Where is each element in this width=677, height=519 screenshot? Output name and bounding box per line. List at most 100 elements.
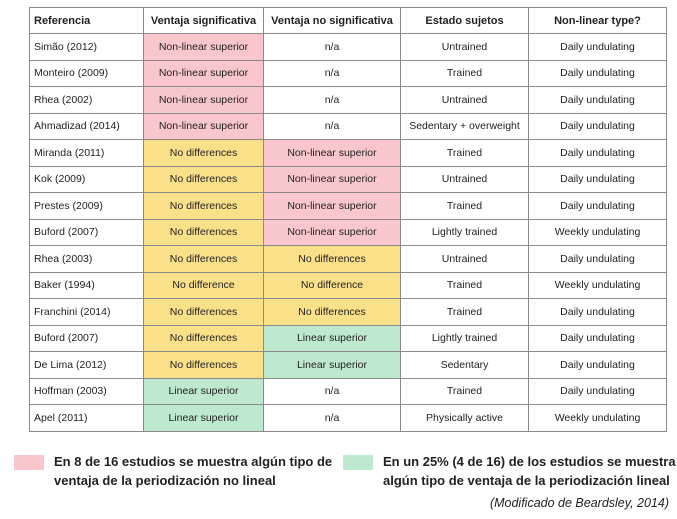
- cell-referencia: Hoffman (2003): [29, 377, 144, 405]
- cell-referencia: Rhea (2003): [29, 245, 144, 273]
- cell-ventaja-significativa: Non-linear superior: [143, 86, 264, 114]
- cell-referencia: Monteiro (2009): [29, 59, 144, 87]
- cell-non-linear-type: Daily undulating: [528, 298, 667, 326]
- cell-referencia: Baker (1994): [29, 271, 144, 299]
- cell-ventaja-no-significativa: Linear superior: [263, 324, 401, 352]
- cell-non-linear-type: Weekly undulating: [528, 218, 667, 246]
- cell-referencia: De Lima (2012): [29, 351, 144, 379]
- header-referencia: Referencia: [29, 7, 144, 34]
- cell-estado-sujetos: Trained: [400, 192, 529, 220]
- cell-ventaja-significativa: Linear superior: [143, 404, 264, 432]
- table-row: Simão (2012) Non-linear superior n/a Untrai…: [29, 33, 667, 61]
- cell-referencia: Buford (2007): [29, 218, 144, 246]
- cell-ventaja-no-significativa: Linear superior: [263, 351, 401, 379]
- cell-ventaja-significativa: No differences: [143, 165, 264, 193]
- table-row: Prestes (2009) No differences Non-linear s…: [29, 192, 667, 220]
- cell-estado-sujetos: Untrained: [400, 86, 529, 114]
- cell-ventaja-significativa: No differences: [143, 245, 264, 273]
- table-row: Rhea (2003) No differences No differences U…: [29, 245, 667, 273]
- header-ventaja-no-significativa: Ventaja no significativa: [263, 7, 401, 34]
- table-row: Franchini (2014) No differences No differe…: [29, 298, 667, 326]
- table-row: De Lima (2012) No differences Linear super…: [29, 351, 667, 379]
- cell-non-linear-type: Daily undulating: [528, 59, 667, 87]
- table-header-row: Referencia Ventaja significativa Ventaja…: [29, 7, 667, 34]
- legend-pink-swatch: [14, 455, 44, 470]
- table-row: Ahmadizad (2014) Non-linear superior n/a Se…: [29, 112, 667, 140]
- table-body: Simão (2012) Non-linear superior n/a Untrai…: [29, 33, 667, 432]
- cell-referencia: Ahmadizad (2014): [29, 112, 144, 140]
- cell-non-linear-type: Weekly undulating: [528, 271, 667, 299]
- cell-non-linear-type: Daily undulating: [528, 377, 667, 405]
- cell-referencia: Prestes (2009): [29, 192, 144, 220]
- cell-estado-sujetos: Trained: [400, 271, 529, 299]
- header-ventaja-significativa: Ventaja significativa: [143, 7, 264, 34]
- cell-estado-sujetos: Physically active: [400, 404, 529, 432]
- cell-ventaja-no-significativa: Non-linear superior: [263, 139, 401, 167]
- legend-pink-line-1: En 8 de 16 estudios se muestra algún tip…: [54, 454, 333, 469]
- cell-ventaja-no-significativa: n/a: [263, 59, 401, 87]
- cell-ventaja-no-significativa: No difference: [263, 271, 401, 299]
- header-non-linear-type: Non-linear type?: [528, 7, 667, 34]
- cell-referencia: Rhea (2002): [29, 86, 144, 114]
- cell-ventaja-no-significativa: No differences: [263, 298, 401, 326]
- table-row: Hoffman (2003) Linear superior n/a Trained D…: [29, 377, 667, 405]
- cell-ventaja-no-significativa: n/a: [263, 377, 401, 405]
- table-row: Baker (1994) No difference No difference Tr…: [29, 271, 667, 299]
- table-row: Kok (2009) No differences Non-linear super…: [29, 165, 667, 193]
- cell-non-linear-type: Daily undulating: [528, 139, 667, 167]
- cell-ventaja-no-significativa: n/a: [263, 33, 401, 61]
- table-row: Buford (2007) No differences Linear superi…: [29, 324, 667, 352]
- cell-non-linear-type: Daily undulating: [528, 165, 667, 193]
- cell-estado-sujetos: Untrained: [400, 33, 529, 61]
- cell-ventaja-significativa: No differences: [143, 192, 264, 220]
- cell-ventaja-significativa: No differences: [143, 324, 264, 352]
- table-row: Monteiro (2009) Non-linear superior n/a Tra…: [29, 59, 667, 87]
- cell-ventaja-significativa: Linear superior: [143, 377, 264, 405]
- cell-estado-sujetos: Sedentary: [400, 351, 529, 379]
- cell-estado-sujetos: Lightly trained: [400, 218, 529, 246]
- cell-ventaja-significativa: Non-linear superior: [143, 59, 264, 87]
- cell-ventaja-significativa: Non-linear superior: [143, 112, 264, 140]
- legend-green-line-2: algún tipo de ventaja de la periodizació…: [383, 473, 670, 488]
- legend-pink-line-2: ventaja de la periodización no lineal: [54, 473, 276, 488]
- cell-ventaja-no-significativa: Non-linear superior: [263, 165, 401, 193]
- cell-ventaja-significativa: No differences: [143, 298, 264, 326]
- cell-ventaja-significativa: No differences: [143, 139, 264, 167]
- cell-non-linear-type: Daily undulating: [528, 86, 667, 114]
- cell-ventaja-no-significativa: No differences: [263, 245, 401, 273]
- table-row: Miranda (2011) No differences Non-linear s…: [29, 139, 667, 167]
- cell-non-linear-type: Daily undulating: [528, 324, 667, 352]
- cell-estado-sujetos: Lightly trained: [400, 324, 529, 352]
- cell-ventaja-no-significativa: Non-linear superior: [263, 192, 401, 220]
- header-estado-sujetos: Estado sujetos: [400, 7, 529, 34]
- table-row: Rhea (2002) Non-linear superior n/a Untrain…: [29, 86, 667, 114]
- cell-referencia: Simão (2012): [29, 33, 144, 61]
- cell-ventaja-significativa: No difference: [143, 271, 264, 299]
- cell-estado-sujetos: Trained: [400, 59, 529, 87]
- cell-estado-sujetos: Untrained: [400, 245, 529, 273]
- cell-referencia: Miranda (2011): [29, 139, 144, 167]
- cell-ventaja-significativa: No differences: [143, 351, 264, 379]
- cell-non-linear-type: Daily undulating: [528, 245, 667, 273]
- cell-ventaja-significativa: Non-linear superior: [143, 33, 264, 61]
- source-note: (Modificado de Beardsley, 2014): [489, 496, 669, 510]
- cell-referencia: Buford (2007): [29, 324, 144, 352]
- cell-ventaja-no-significativa: n/a: [263, 86, 401, 114]
- legend-green-text: En un 25% (4 de 16) de los estudios se m…: [383, 452, 676, 490]
- cell-estado-sujetos: Untrained: [400, 165, 529, 193]
- legend-green-line-1: En un 25% (4 de 16) de los estudios se m…: [383, 454, 676, 469]
- cell-referencia: Apel (2011): [29, 404, 144, 432]
- cell-non-linear-type: Weekly undulating: [528, 404, 667, 432]
- cell-non-linear-type: Daily undulating: [528, 192, 667, 220]
- cell-ventaja-no-significativa: n/a: [263, 112, 401, 140]
- cell-estado-sujetos: Trained: [400, 377, 529, 405]
- cell-ventaja-significativa: No differences: [143, 218, 264, 246]
- legend-green-swatch: [343, 455, 373, 470]
- cell-non-linear-type: Daily undulating: [528, 112, 667, 140]
- table-row: Apel (2011) Linear superior n/a Physically …: [29, 404, 667, 432]
- cell-non-linear-type: Daily undulating: [528, 33, 667, 61]
- cell-referencia: Franchini (2014): [29, 298, 144, 326]
- cell-non-linear-type: Daily undulating: [528, 351, 667, 379]
- legend-pink-text: En 8 de 16 estudios se muestra algún tip…: [54, 452, 332, 490]
- cell-ventaja-no-significativa: n/a: [263, 404, 401, 432]
